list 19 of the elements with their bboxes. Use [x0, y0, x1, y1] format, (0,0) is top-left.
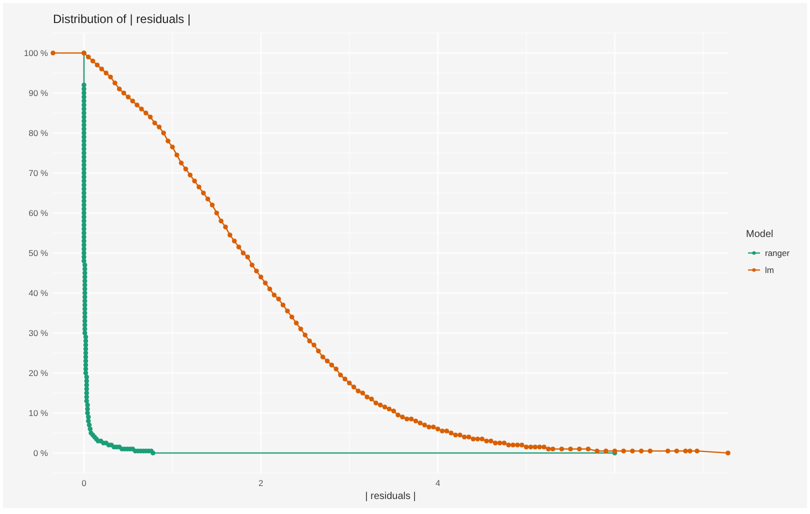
x-tick-label: 0: [82, 478, 87, 488]
y-tick-label: 80 %: [28, 128, 48, 138]
legend-label: lm: [765, 264, 774, 275]
chart-title: Distribution of | residuals |: [53, 12, 191, 26]
legend-label: ranger: [765, 248, 790, 258]
x-axis-title: | residuals |: [365, 491, 416, 502]
y-tick-label: 100 %: [24, 48, 48, 58]
x-tick-label: 4: [435, 478, 440, 488]
x-tick-label: 2: [258, 478, 264, 488]
y-tick-label: 10 %: [28, 408, 48, 418]
y-tick-label: 0 %: [33, 448, 48, 458]
y-tick-label: 70 %: [28, 168, 48, 178]
y-tick-label: 60 %: [28, 208, 48, 218]
y-tick-label: 40 %: [28, 288, 48, 298]
y-tick-label: 90 %: [28, 88, 48, 98]
y-tick-label: 20 %: [28, 368, 48, 378]
legend-title: Model: [746, 229, 774, 240]
y-tick-label: 50 %: [28, 248, 48, 258]
y-tick-label: 30 %: [28, 328, 48, 338]
